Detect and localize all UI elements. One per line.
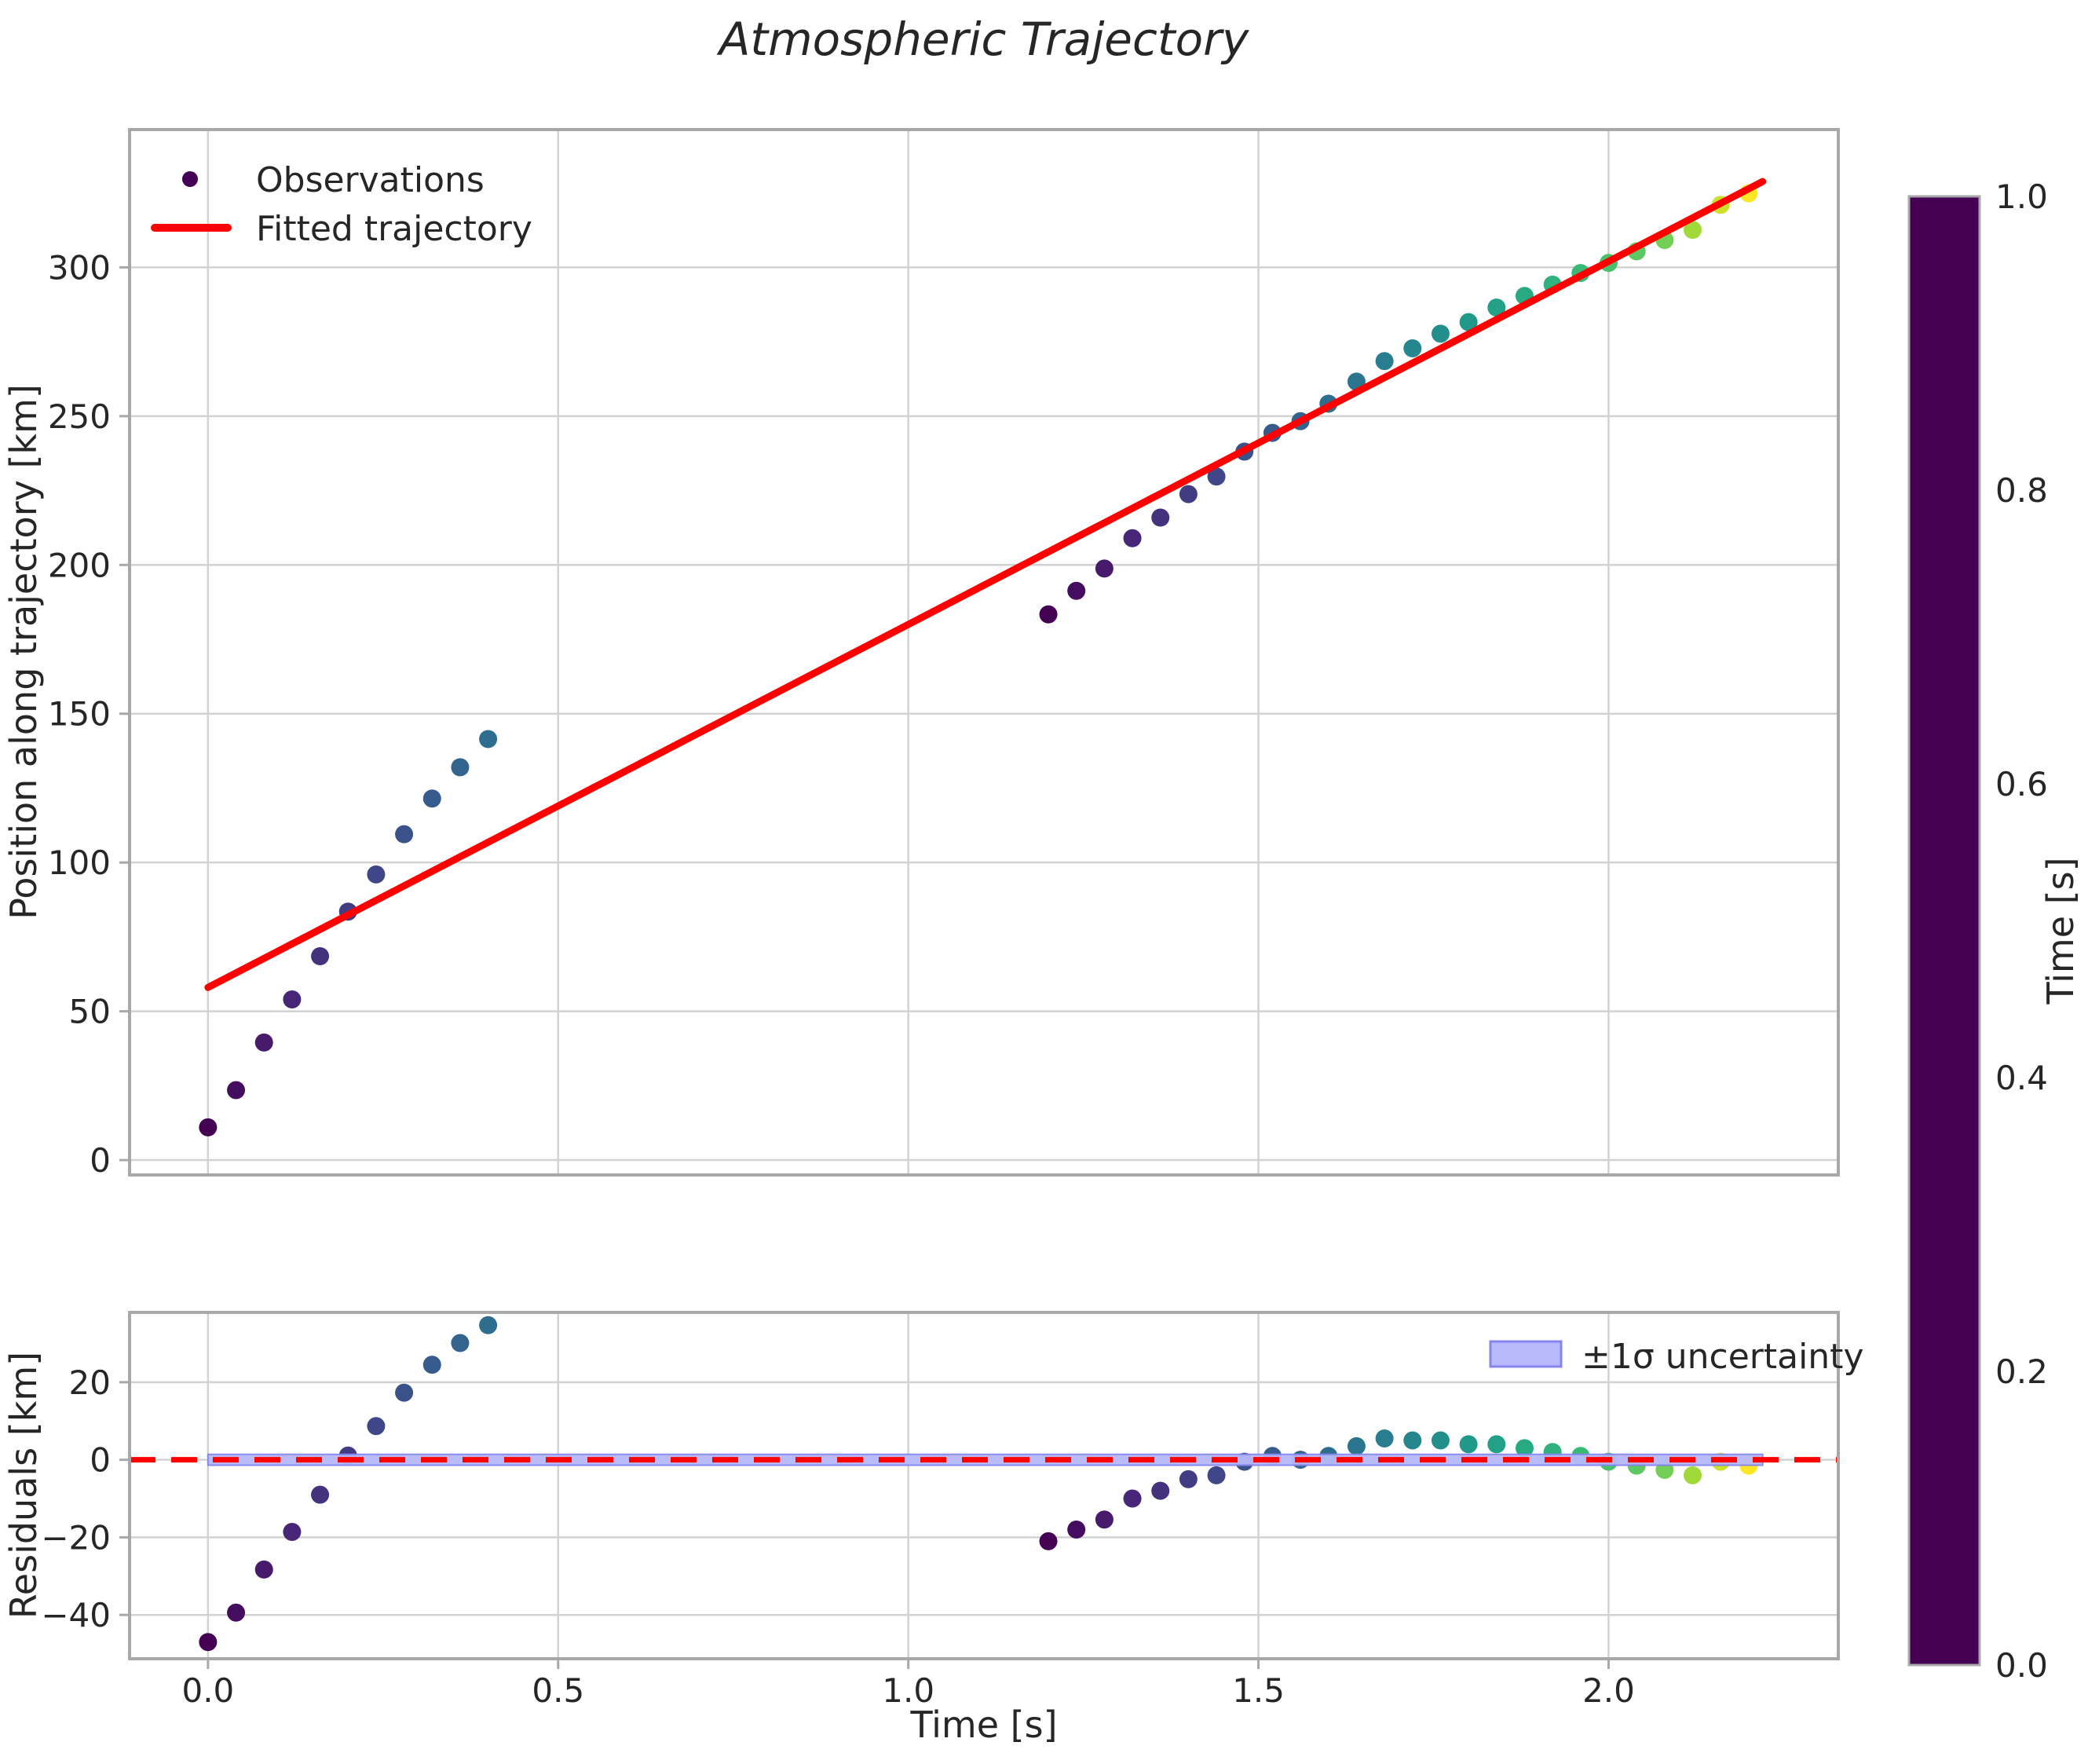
- residual-point: [227, 1603, 246, 1622]
- residual-point: [254, 1560, 273, 1579]
- observation-point: [1487, 298, 1506, 317]
- legend-main: Observations Fitted trajectory: [151, 160, 532, 249]
- observation-point: [422, 789, 441, 808]
- residual-point: [451, 1334, 470, 1352]
- colorbar-gradient: [1907, 195, 1981, 1667]
- observation-point: [1123, 529, 1142, 547]
- y-tick-label: 0: [90, 1441, 111, 1480]
- residual-point: [1123, 1489, 1142, 1508]
- axes-spines: [128, 128, 1840, 1177]
- colorbar-tick-label: 0.0: [1995, 1646, 2048, 1685]
- legend-fitted-label: Fitted trajectory: [256, 209, 532, 249]
- colorbar-label: Time [s]: [2039, 857, 2082, 1005]
- observation-point: [479, 730, 498, 748]
- x-tick-label: 1.5: [1232, 1671, 1285, 1710]
- observation-point: [227, 1081, 246, 1100]
- residual-point: [367, 1417, 386, 1436]
- y-tick-label: 0: [90, 1141, 111, 1180]
- observation-point: [1459, 313, 1478, 331]
- colorbar-tick-label: 0.6: [1995, 765, 2048, 803]
- residual-point: [1487, 1435, 1506, 1454]
- residual-point: [1403, 1431, 1422, 1450]
- legend-residuals: ±1σ uncertainty: [1489, 1337, 1863, 1377]
- observations-marker-icon: [182, 171, 198, 187]
- data-layer: [130, 177, 1838, 1652]
- y-axis-label-residuals: Residuals [km]: [2, 1352, 45, 1619]
- x-tick-label: 0.0: [181, 1671, 234, 1710]
- y-tick-label: 20: [69, 1363, 111, 1402]
- residual-point: [199, 1633, 218, 1652]
- observation-point: [1684, 221, 1702, 240]
- residual-point: [1039, 1532, 1058, 1550]
- residual-point: [1459, 1435, 1478, 1454]
- observation-point: [1207, 467, 1226, 486]
- y-tick-label: 300: [48, 248, 111, 287]
- residual-point: [422, 1356, 441, 1374]
- observation-point: [1151, 508, 1170, 527]
- residual-point: [1431, 1431, 1450, 1450]
- y-tick-label: 200: [48, 546, 111, 584]
- observation-point: [395, 825, 414, 844]
- fitted-trajectory-line: [204, 177, 1767, 991]
- x-tick-label: 1.0: [882, 1671, 934, 1710]
- y-tick-label: 250: [48, 397, 111, 436]
- residual-point: [311, 1485, 330, 1504]
- residual-point: [1375, 1429, 1394, 1447]
- legend-band-label: ±1σ uncertainty: [1582, 1337, 1863, 1377]
- observation-point: [1039, 605, 1058, 624]
- residual-point: [1515, 1439, 1534, 1458]
- observation-point: [1431, 324, 1450, 343]
- observation-point: [199, 1118, 218, 1136]
- y-tick-label: −40: [41, 1596, 111, 1634]
- spines-layer: [128, 128, 1840, 1660]
- residual-point: [1067, 1521, 1086, 1539]
- figure-title: Atmospheric Trajectory: [716, 13, 1249, 66]
- observation-point: [283, 990, 302, 1008]
- residual-point: [479, 1316, 498, 1334]
- y-tick-label: 100: [48, 844, 111, 882]
- legend-observations-label: Observations: [256, 160, 485, 200]
- residual-point: [1179, 1469, 1198, 1488]
- colorbar: 0.0 0.2 0.4 0.6 0.8 1.0: [1907, 177, 2048, 1685]
- y-tick-label: 50: [69, 993, 111, 1031]
- residual-point: [1151, 1481, 1170, 1500]
- residual-point: [1207, 1466, 1226, 1484]
- residual-point: [1095, 1510, 1113, 1529]
- observation-point: [254, 1033, 273, 1052]
- x-tick-label: 2.0: [1582, 1671, 1635, 1710]
- observation-point: [1067, 581, 1086, 600]
- colorbar-tick-label: 0.8: [1995, 471, 2048, 510]
- observation-point: [367, 865, 386, 884]
- y-tick-label: 150: [48, 695, 111, 734]
- colorbar-tick-label: 1.0: [1995, 177, 2048, 216]
- observation-point: [1095, 559, 1113, 578]
- colorbar-tick-label: 0.2: [1995, 1352, 2048, 1391]
- observation-point: [1179, 485, 1198, 503]
- observation-point: [451, 758, 470, 777]
- uncertainty-band-swatch-icon: [1489, 1340, 1563, 1368]
- y-axis-label-main: Position along trajectory [km]: [2, 384, 45, 920]
- observation-point: [1375, 352, 1394, 371]
- x-tick-label: 0.5: [532, 1671, 584, 1710]
- x-axis-label: Time [s]: [909, 1704, 1057, 1746]
- axes-spines: [128, 1311, 1840, 1660]
- residual-point: [1347, 1436, 1366, 1455]
- residual-point: [1684, 1466, 1702, 1484]
- y-tick-label: −20: [41, 1518, 111, 1557]
- colorbar-tick-label: 0.4: [1995, 1059, 2048, 1097]
- residual-point: [395, 1383, 414, 1402]
- residual-point: [283, 1523, 302, 1542]
- observation-point: [1403, 339, 1422, 357]
- observation-point: [311, 947, 330, 966]
